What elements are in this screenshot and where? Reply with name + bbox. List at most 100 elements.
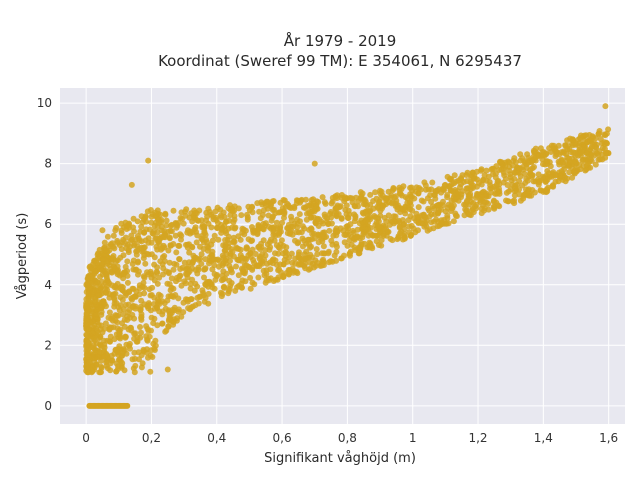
data-point bbox=[202, 256, 209, 263]
data-point bbox=[320, 243, 327, 250]
data-point bbox=[133, 338, 140, 345]
data-point bbox=[97, 284, 104, 291]
data-point bbox=[368, 243, 375, 250]
data-point bbox=[567, 135, 574, 142]
data-point bbox=[425, 205, 432, 212]
zero-period-point bbox=[124, 402, 131, 409]
data-point bbox=[295, 229, 302, 236]
data-point bbox=[139, 219, 146, 226]
data-point bbox=[148, 219, 155, 226]
chart-title-line1: År 1979 - 2019 bbox=[284, 31, 397, 50]
data-point bbox=[117, 254, 124, 261]
data-point bbox=[272, 250, 278, 257]
data-point bbox=[321, 229, 328, 236]
data-point bbox=[496, 181, 503, 188]
x-tick-label: 1,4 bbox=[534, 431, 553, 445]
data-point bbox=[419, 212, 425, 219]
data-point bbox=[442, 181, 449, 188]
data-point bbox=[93, 315, 100, 322]
data-point bbox=[344, 223, 351, 229]
data-point bbox=[549, 183, 556, 190]
data-point bbox=[599, 151, 606, 158]
data-point bbox=[247, 274, 254, 281]
data-point bbox=[85, 326, 92, 333]
data-point bbox=[187, 280, 194, 287]
data-point bbox=[118, 283, 125, 290]
data-point bbox=[357, 195, 364, 202]
data-point bbox=[192, 267, 199, 274]
data-point bbox=[273, 242, 280, 249]
data-point bbox=[127, 324, 134, 331]
data-point bbox=[605, 126, 612, 133]
data-point bbox=[350, 229, 357, 236]
data-point bbox=[321, 199, 328, 206]
data-point bbox=[138, 329, 144, 336]
data-point bbox=[106, 309, 113, 316]
data-point bbox=[355, 250, 362, 257]
data-point bbox=[321, 250, 327, 257]
data-point bbox=[124, 258, 131, 265]
data-point bbox=[106, 326, 113, 333]
data-point bbox=[101, 353, 108, 360]
data-point bbox=[189, 243, 195, 250]
data-point bbox=[273, 219, 280, 226]
x-tick-label: 1 bbox=[409, 431, 417, 445]
data-point bbox=[132, 330, 139, 337]
data-point bbox=[204, 213, 211, 220]
data-point bbox=[112, 265, 119, 272]
data-point bbox=[583, 132, 589, 139]
data-point bbox=[381, 214, 388, 221]
data-point bbox=[281, 209, 288, 216]
data-point bbox=[528, 173, 535, 180]
data-point bbox=[220, 268, 227, 275]
data-point bbox=[167, 227, 174, 234]
data-point bbox=[397, 190, 404, 197]
data-point bbox=[289, 259, 296, 266]
data-point bbox=[107, 241, 114, 248]
data-point bbox=[327, 210, 333, 217]
data-point bbox=[343, 202, 350, 209]
data-point bbox=[566, 155, 572, 162]
data-point bbox=[219, 290, 226, 297]
data-point bbox=[331, 210, 338, 217]
data-point bbox=[530, 153, 537, 160]
data-point bbox=[492, 170, 499, 177]
data-point bbox=[279, 219, 286, 226]
data-point bbox=[170, 266, 177, 273]
data-point bbox=[377, 187, 383, 194]
data-point bbox=[536, 178, 543, 185]
data-point bbox=[507, 171, 513, 178]
data-point bbox=[243, 262, 250, 269]
data-point bbox=[307, 251, 314, 258]
data-point bbox=[200, 289, 207, 296]
outlier-point bbox=[595, 130, 602, 137]
data-point bbox=[588, 144, 595, 151]
data-point bbox=[478, 167, 484, 174]
data-point bbox=[155, 220, 162, 226]
x-tick-label: 1,2 bbox=[468, 431, 487, 445]
data-point bbox=[150, 230, 157, 237]
data-point bbox=[115, 312, 122, 319]
data-point bbox=[511, 184, 518, 191]
data-point bbox=[390, 186, 397, 192]
data-point bbox=[190, 252, 197, 259]
data-point bbox=[98, 311, 105, 318]
data-point bbox=[325, 248, 332, 255]
data-point bbox=[465, 211, 472, 218]
data-point bbox=[489, 165, 496, 172]
data-point bbox=[214, 204, 221, 211]
data-point bbox=[231, 216, 238, 223]
data-point bbox=[501, 172, 508, 179]
data-point bbox=[413, 184, 420, 191]
data-point bbox=[309, 260, 316, 267]
data-point bbox=[263, 202, 270, 209]
data-point bbox=[326, 227, 333, 234]
data-point bbox=[257, 215, 264, 222]
data-point bbox=[314, 251, 321, 258]
data-point bbox=[374, 203, 381, 210]
data-point bbox=[341, 252, 347, 259]
data-point bbox=[123, 245, 130, 252]
data-point bbox=[411, 215, 417, 222]
data-point bbox=[87, 280, 94, 287]
data-point bbox=[169, 306, 176, 313]
